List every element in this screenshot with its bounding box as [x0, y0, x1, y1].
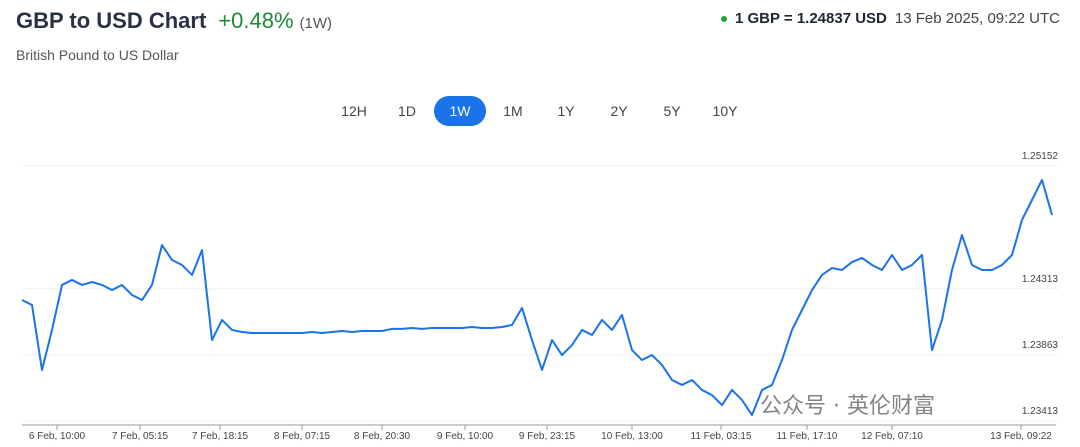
x-tick-label: 10 Feb, 13:00 [601, 431, 663, 442]
title: GBP to USD Chart [16, 8, 207, 33]
range-button[interactable]: 10Y [712, 103, 738, 119]
subtitle: British Pound to US Dollar [16, 47, 179, 63]
x-tick-label: 13 Feb, 09:22 [990, 431, 1052, 442]
x-tick-label: 11 Feb, 03:15 [691, 431, 752, 442]
rate: 1 GBP = 1.24837 USD [734, 10, 887, 27]
x-tick-label: 6 Feb, 10:00 [29, 431, 86, 442]
range-button[interactable]: 12H [341, 103, 367, 119]
range-button[interactable]: 1W [434, 96, 486, 126]
change: +0.48% [218, 8, 294, 33]
period: (1W) [299, 15, 333, 32]
header: GBP to USD Chart +0.48% (1W) [16, 8, 332, 34]
x-tick-label: 12 Feb, 07:10 [861, 431, 923, 442]
x-tick-label: 8 Feb, 07:15 [274, 431, 331, 442]
range-button[interactable]: 2Y [610, 103, 628, 119]
live-dot [720, 15, 727, 22]
range-buttons: 12H 1D 1W 1M 1Y 2Y 5Y 10Y [328, 96, 752, 126]
timestamp: 13 Feb 2025, 09:22 UTC [894, 10, 1060, 27]
x-tick-label: 7 Feb, 05:15 [112, 431, 169, 442]
y-tick-label: 1.25152 [1022, 151, 1059, 162]
rate-box: 1 GBP = 1.24837 USD 13 Feb 2025, 09:22 U… [720, 10, 1060, 27]
x-tick-label: 11 Feb, 17:10 [777, 431, 838, 442]
range-button[interactable]: 1Y [557, 103, 575, 119]
price-line [21, 178, 1053, 417]
watermark: 公众号 · 英伦财富 [760, 394, 935, 419]
range-button[interactable]: 1D [398, 103, 416, 119]
range-button[interactable]: 1M [503, 103, 523, 119]
y-tick-label: 1.23413 [1022, 406, 1059, 417]
y-tick-label: 1.24313 [1022, 274, 1059, 285]
x-tick-label: 9 Feb, 23:15 [519, 431, 576, 442]
y-tick-label: 1.23863 [1022, 340, 1059, 351]
range-button[interactable]: 5Y [663, 103, 681, 119]
x-tick-label: 9 Feb, 10:00 [437, 431, 494, 442]
x-tick-label: 8 Feb, 20:30 [354, 431, 411, 442]
x-tick-label: 7 Feb, 18:15 [192, 431, 249, 442]
